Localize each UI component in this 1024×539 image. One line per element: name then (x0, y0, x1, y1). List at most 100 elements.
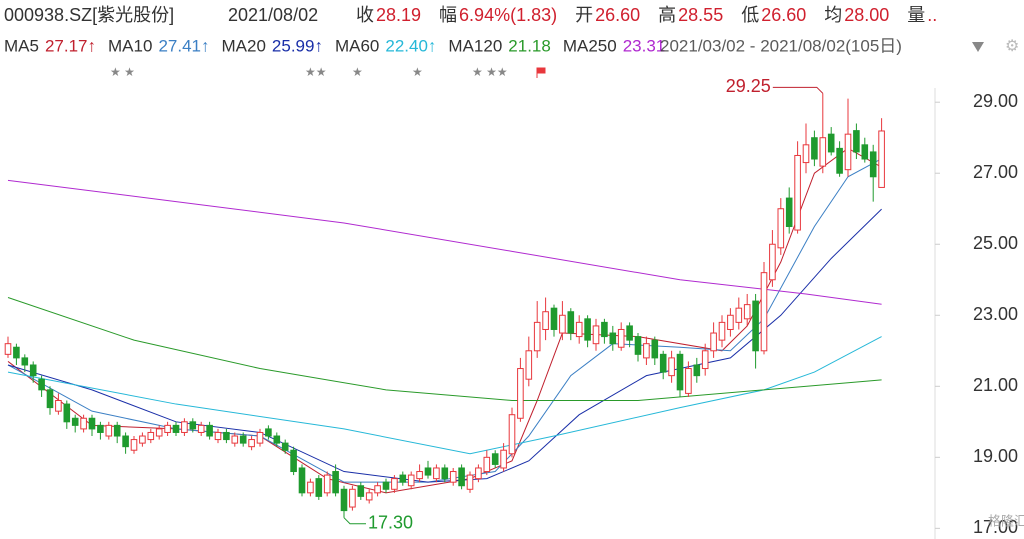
candle-body (29, 364, 37, 377)
legend-value: 27.17↑ (45, 36, 96, 55)
candle-body (97, 424, 104, 433)
candle-body (701, 350, 709, 370)
candle-body (777, 208, 785, 249)
legend-value: 22.40↑ (385, 36, 436, 55)
candle-body (265, 428, 272, 437)
header-value: 28.55 (678, 5, 723, 25)
svg-text:★★: ★★ (305, 65, 327, 79)
candle-body (525, 350, 533, 380)
candle-body (197, 424, 205, 433)
candle-body (508, 414, 516, 455)
candle-body (693, 364, 701, 377)
candle-body (349, 488, 356, 508)
candle-body (164, 424, 171, 433)
candle-body (407, 474, 415, 487)
candle-body (769, 243, 776, 281)
legend-value: 25.99↑ (272, 36, 323, 55)
candle-body (223, 431, 230, 441)
candle-body (172, 424, 180, 433)
header-label: 低 (741, 5, 759, 25)
candle-body (827, 133, 835, 153)
legend-name: MA5 (4, 36, 39, 55)
annotation: 29.25 (726, 76, 771, 96)
candle-body (659, 353, 667, 373)
header-value: 6.94%(1.83) (459, 5, 557, 25)
candle-body (105, 424, 113, 437)
candle-body (567, 311, 575, 334)
y-tick-label: 21.00 (973, 375, 1018, 395)
candle-body (861, 144, 869, 160)
candle-body (13, 346, 20, 359)
legend-name: MA10 (108, 36, 152, 55)
y-tick-label: 19.00 (973, 446, 1018, 466)
header: 000938.SZ[紫光股份] 2021/08/02 收 28.19 幅 6.94%(… (4, 5, 937, 25)
candle-body (231, 435, 239, 444)
watermark: 格隆汇 (988, 513, 1024, 528)
candle-body (735, 307, 743, 323)
candle-body (853, 130, 860, 153)
svg-text:★ ★★: ★ ★★ (472, 65, 508, 79)
candle-body (290, 449, 297, 473)
annotation: 17.30 (368, 512, 413, 532)
candle-body (323, 474, 331, 494)
candle-body (601, 321, 608, 338)
dropdown-icon (972, 42, 984, 52)
candle-body (298, 467, 306, 494)
candle-body (592, 325, 600, 345)
candle-body (643, 343, 650, 359)
candle-body (206, 424, 213, 437)
y-tick-label: 17.00 (973, 517, 1018, 537)
candle-body (256, 431, 264, 444)
candle-body (365, 492, 373, 501)
candle-body (441, 467, 449, 480)
candle-body (382, 481, 390, 490)
svg-text:★: ★ (352, 65, 363, 79)
candle-body (844, 133, 852, 171)
candle-body (575, 321, 583, 338)
annotation-line (772, 86, 824, 94)
candle-body (46, 389, 54, 409)
legend-name: MA250 (563, 36, 617, 55)
header-label: 均 (824, 5, 842, 25)
candle-body (4, 343, 12, 355)
candle-body (88, 417, 96, 430)
candle-body (181, 421, 188, 433)
candle-body (139, 435, 146, 444)
candle-body (794, 154, 801, 231)
candle-body (122, 435, 129, 448)
candle-body (752, 300, 759, 352)
header-value: 26.60 (595, 5, 640, 25)
candle-body (811, 137, 818, 160)
legend-name: MA60 (335, 36, 379, 55)
candle-body (878, 130, 885, 188)
candle-body (130, 439, 138, 451)
candle-body (743, 304, 751, 320)
candle-body (676, 353, 684, 391)
candle-body (609, 332, 617, 345)
legend-name: MA120 (448, 36, 502, 55)
stock-code: 000938.SZ[紫光股份] (4, 5, 174, 25)
candle-body (785, 197, 793, 227)
legend-value: 23.31 (623, 36, 666, 55)
candle-body (332, 471, 339, 494)
candle-body (651, 339, 659, 359)
header-value: 28.19 (376, 5, 421, 25)
candle-body (466, 474, 474, 490)
candle-body (668, 357, 675, 377)
ma-line (7, 297, 882, 402)
candle-body (475, 467, 482, 480)
candle-body (550, 307, 558, 330)
range-label: 2021/03/02 - 2021/08/02(105日) (660, 36, 902, 55)
candle-body (55, 400, 62, 412)
date: 2021/08/02 (228, 5, 318, 25)
candle-body (315, 478, 323, 497)
legend: MA5 27.17↑ MA10 27.41↑ MA20 25.99↑ MA60 22.40↑ M… (4, 36, 665, 55)
y-tick-label: 29.00 (973, 91, 1018, 111)
candle-body (340, 488, 348, 512)
candle-body (71, 417, 79, 426)
candle-body (391, 478, 398, 490)
event-stars: ★ ★ ★★ ★ ★ ★ ★★ (110, 65, 546, 79)
legend-value: 27.41↑ (158, 36, 209, 55)
